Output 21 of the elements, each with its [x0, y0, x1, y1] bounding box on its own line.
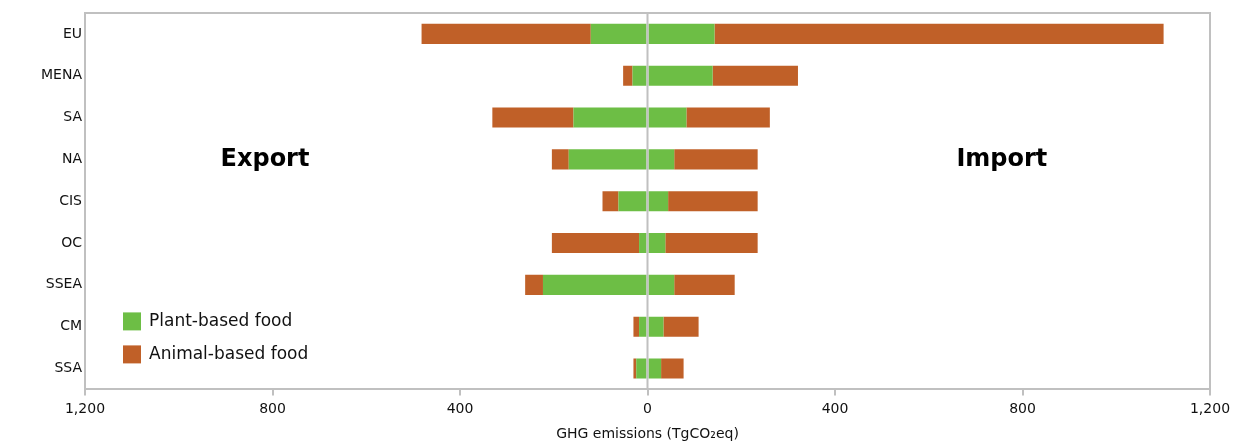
y-tick-label: SSA — [54, 359, 83, 376]
y-tick-label: NA — [61, 150, 83, 167]
x-tick-label: 1,200 — [1189, 400, 1231, 417]
x-tick-label: 400 — [446, 400, 474, 417]
legend-label: Animal-based food — [149, 342, 309, 363]
y-tick-label: EU — [62, 24, 82, 41]
y-tick-label: CM — [60, 317, 82, 334]
x-tick-label: 0 — [643, 400, 652, 417]
y-tick-label: OC — [61, 233, 83, 250]
x-axis-title: GHG emissions (TgCO₂eq) — [556, 425, 739, 442]
y-tick-label: SSEA — [45, 275, 83, 292]
annotation: Import — [956, 143, 1048, 172]
legend-label: Plant-based food — [149, 309, 293, 330]
x-tick-label: 800 — [1009, 400, 1036, 417]
x-tick-label: 1,200 — [64, 400, 106, 417]
x-tick-label: 400 — [821, 400, 849, 417]
annotation: Export — [220, 143, 310, 172]
y-tick-label: CIS — [59, 191, 83, 208]
y-tick-label: SA — [63, 108, 83, 125]
x-tick-label: 800 — [259, 400, 286, 417]
y-tick-label: MENA — [41, 66, 83, 83]
